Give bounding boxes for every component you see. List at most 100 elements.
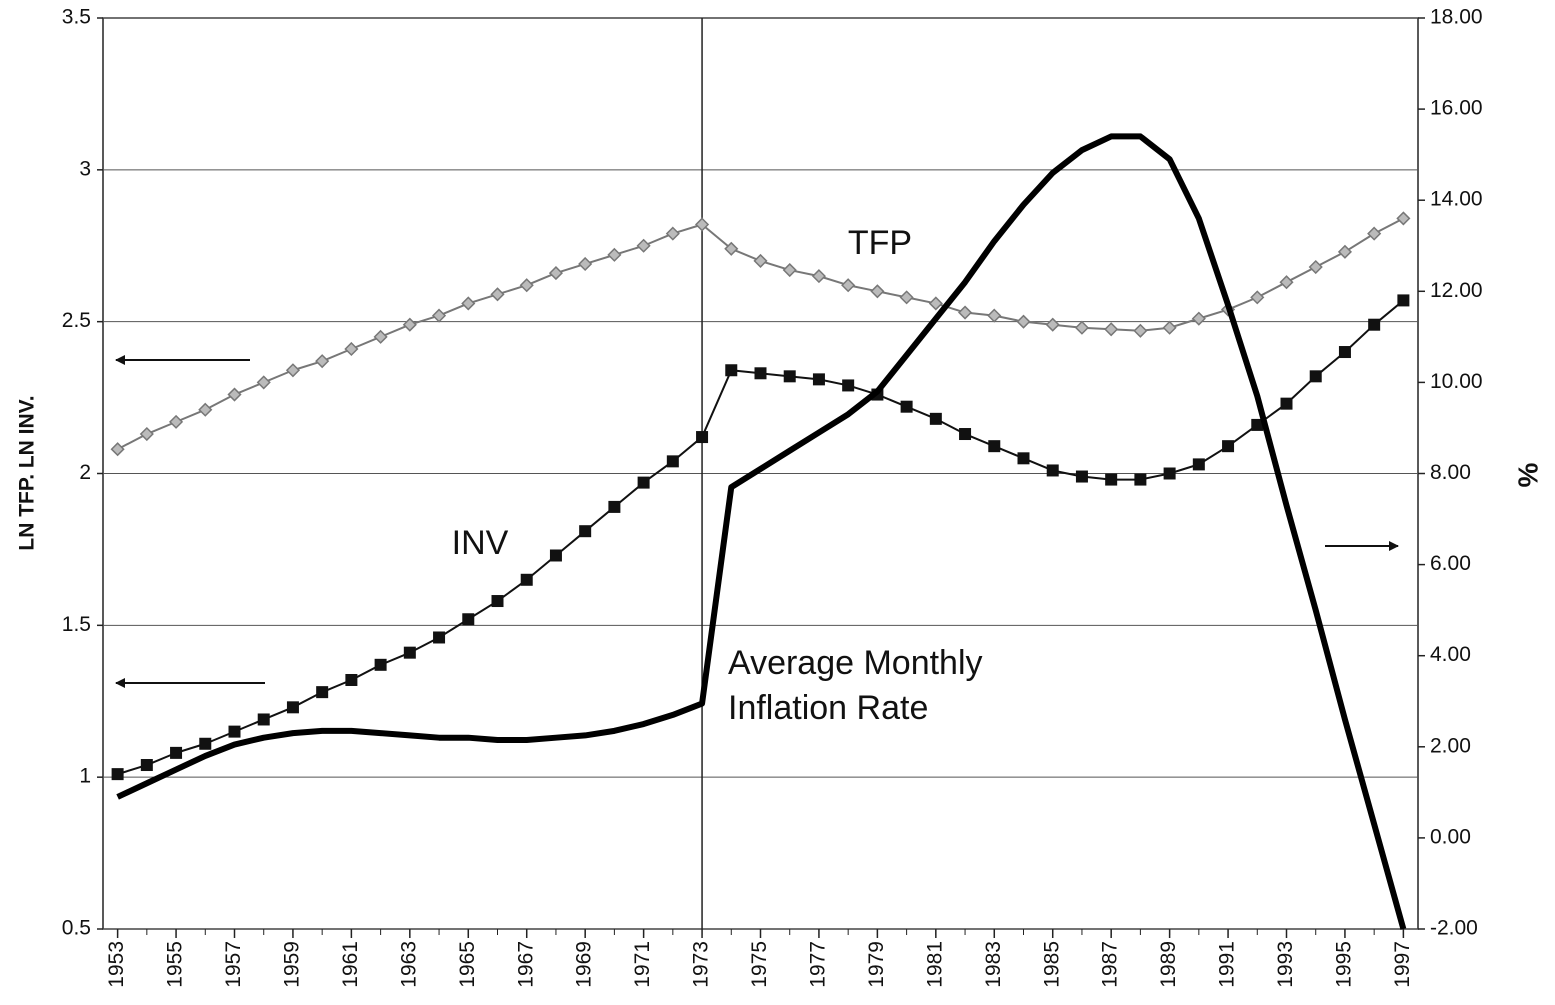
annotation: INV [452, 524, 509, 562]
x-tick-label: 1989 [1157, 941, 1180, 988]
y2-tick-label: -2.00 [1430, 917, 1478, 940]
marker [1162, 320, 1177, 335]
marker [433, 631, 446, 644]
y2-tick-label: 10.00 [1430, 370, 1483, 393]
marker [490, 287, 505, 302]
y2-tick-label: 16.00 [1430, 97, 1483, 120]
marker [374, 658, 387, 671]
y2-tick-label: 2.00 [1430, 734, 1471, 757]
marker [256, 375, 271, 390]
x-tick-label: 1981 [923, 941, 946, 988]
marker [1017, 452, 1030, 465]
marker [1134, 473, 1147, 486]
marker [665, 226, 680, 241]
marker [636, 238, 651, 253]
y2-tick-label: 6.00 [1430, 552, 1471, 575]
x-tick-label: 1991 [1216, 941, 1239, 988]
marker [1338, 346, 1351, 359]
annotation: TFP [848, 224, 912, 262]
marker [316, 686, 329, 699]
marker [549, 549, 562, 562]
marker [1191, 311, 1206, 326]
y2-tick-label: 14.00 [1430, 188, 1483, 211]
y2-tick-label: 4.00 [1430, 643, 1471, 666]
y2-axis-title: % [1512, 462, 1543, 487]
marker [1016, 314, 1031, 329]
marker [578, 256, 593, 272]
marker [928, 296, 943, 311]
x-tick-label: 1963 [397, 941, 420, 988]
marker [1397, 294, 1410, 307]
marker [1074, 320, 1090, 335]
x-tick-label: 1997 [1391, 941, 1414, 988]
marker [1279, 275, 1294, 290]
marker [227, 387, 242, 402]
marker [1163, 467, 1176, 480]
marker [579, 525, 592, 538]
marker [957, 305, 973, 320]
marker [462, 613, 475, 626]
x-tick-label: 1995 [1332, 941, 1355, 988]
x-tick-label: 1985 [1040, 941, 1063, 988]
y-axis-title: LN TFP. LN INV. [16, 395, 39, 550]
x-tick-label: 1971 [631, 941, 654, 988]
marker [285, 363, 301, 378]
marker [1133, 323, 1148, 338]
y-tick-label: 3 [79, 157, 91, 180]
x-tick-label: 1967 [514, 941, 537, 988]
marker [402, 317, 417, 332]
x-tick-label: 1959 [280, 941, 303, 988]
marker [724, 241, 739, 256]
marker [1308, 259, 1323, 275]
marker [812, 373, 825, 386]
marker [1222, 440, 1235, 453]
marker [637, 476, 650, 489]
marker [111, 768, 124, 781]
marker [286, 701, 299, 714]
marker [140, 759, 153, 772]
annotation: Average Monthly [728, 644, 983, 682]
y2-tick-label: 0.00 [1430, 825, 1471, 848]
marker [696, 431, 709, 444]
x-tick-label: 1969 [573, 941, 596, 988]
marker [1367, 226, 1382, 241]
marker [520, 573, 533, 586]
marker [870, 284, 885, 299]
marker [900, 400, 913, 413]
marker [929, 412, 942, 425]
y-tick-label: 1 [79, 765, 91, 788]
marker [782, 262, 797, 278]
marker [199, 737, 212, 750]
x-tick-label: 1983 [982, 941, 1005, 988]
marker [987, 308, 1002, 323]
marker [403, 646, 416, 659]
marker [373, 329, 388, 344]
y2-tick-label: 18.00 [1430, 6, 1483, 29]
x-tick-label: 1975 [748, 941, 771, 988]
marker [899, 290, 914, 305]
marker [345, 673, 358, 686]
marker [1192, 458, 1205, 471]
y-tick-label: 0.5 [62, 917, 91, 940]
marker [491, 595, 504, 608]
y-tick-label: 3.5 [62, 6, 91, 29]
marker [1075, 470, 1088, 483]
y-tick-label: 2.5 [62, 309, 91, 332]
marker [170, 746, 183, 759]
x-tick-label: 1961 [339, 941, 362, 988]
marker [666, 455, 679, 468]
marker [725, 364, 738, 377]
marker [1046, 464, 1059, 477]
marker [842, 379, 855, 392]
marker [1396, 211, 1411, 226]
x-tick-label: 1977 [806, 941, 829, 988]
marker [607, 247, 622, 262]
marker [1368, 318, 1381, 331]
marker [694, 217, 710, 232]
marker [315, 354, 330, 369]
marker [519, 278, 534, 293]
x-tick-label: 1973 [690, 941, 713, 988]
marker [1337, 244, 1353, 259]
